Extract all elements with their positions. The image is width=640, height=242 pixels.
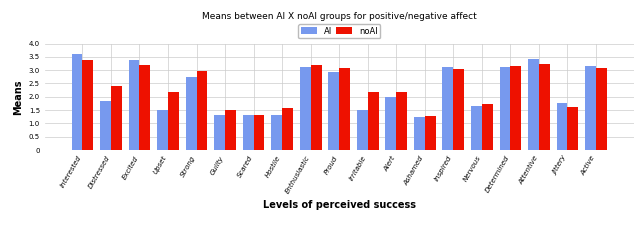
X-axis label: Levels of perceived success: Levels of perceived success (262, 200, 416, 211)
Bar (100, 101, 111, 150)
Bar (328, 72, 339, 150)
Bar (214, 115, 225, 150)
Bar (396, 92, 407, 150)
Bar (243, 115, 253, 150)
Bar (442, 67, 453, 150)
Bar (471, 106, 482, 150)
Bar (568, 107, 579, 150)
Bar (339, 68, 350, 150)
Y-axis label: Means: Means (13, 79, 23, 114)
Bar (282, 108, 293, 150)
Bar (482, 104, 493, 150)
Bar (414, 117, 425, 150)
Bar (300, 67, 310, 150)
Bar (500, 67, 510, 150)
Bar (528, 59, 539, 150)
Bar (385, 97, 396, 150)
Bar (425, 116, 436, 150)
Bar (453, 69, 464, 150)
Bar (557, 103, 568, 150)
Bar (310, 65, 321, 150)
Title: Means between AI X noAI groups for positive/negative affect: Means between AI X noAI groups for posit… (202, 12, 477, 21)
Bar (111, 86, 122, 150)
Bar (168, 92, 179, 150)
Bar (72, 54, 83, 150)
Bar (368, 92, 379, 150)
Bar (271, 115, 282, 150)
Bar (357, 110, 368, 150)
Bar (157, 110, 168, 150)
Bar (539, 64, 550, 150)
Bar (225, 110, 236, 150)
Bar (186, 77, 196, 150)
Bar (510, 66, 521, 150)
Bar (129, 60, 140, 150)
Bar (596, 68, 607, 150)
Bar (253, 115, 264, 150)
Bar (83, 60, 93, 150)
Bar (585, 66, 596, 150)
Bar (140, 65, 150, 150)
Legend: AI, noAI: AI, noAI (298, 24, 380, 38)
Bar (196, 71, 207, 150)
